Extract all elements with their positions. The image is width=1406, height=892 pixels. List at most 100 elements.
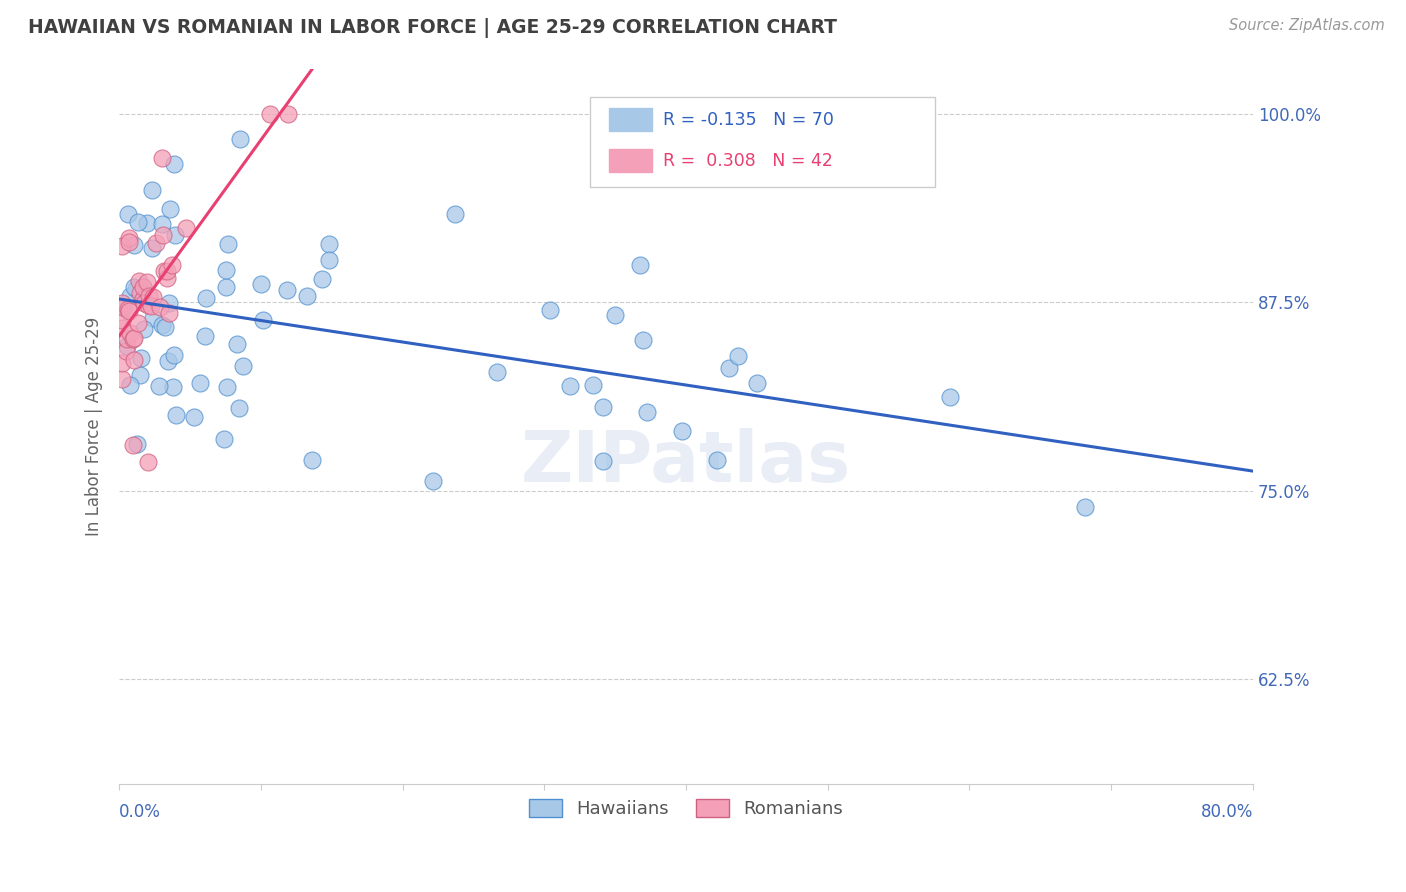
Point: [318, 252, 340, 267]
Point: [249, 277, 271, 292]
Point: [592, 400, 614, 414]
Point: [138, 289, 160, 303]
Point: [120, 289, 142, 303]
Point: [129, 368, 152, 383]
Point: [160, 258, 183, 272]
Point: [139, 299, 162, 313]
Point: [538, 302, 561, 317]
Point: [718, 360, 741, 375]
Text: 0.0%: 0.0%: [120, 803, 162, 821]
Point: [157, 354, 180, 368]
Point: [163, 157, 186, 171]
Point: [117, 338, 139, 352]
Point: [132, 280, 155, 294]
Point: [112, 300, 135, 314]
Text: Source: ZipAtlas.com: Source: ZipAtlas.com: [1229, 18, 1385, 33]
Point: [142, 311, 165, 326]
Text: 80.0%: 80.0%: [1201, 803, 1253, 821]
Point: [628, 258, 651, 272]
Point: [276, 284, 298, 298]
Point: [111, 356, 134, 370]
Point: [163, 348, 186, 362]
Point: [136, 455, 159, 469]
Point: [252, 313, 274, 327]
Point: [132, 292, 155, 306]
Point: [127, 215, 149, 229]
Point: [163, 228, 186, 243]
Point: [118, 303, 141, 318]
Point: [727, 349, 749, 363]
Point: [217, 236, 239, 251]
Point: [747, 376, 769, 390]
Point: [115, 332, 138, 346]
Point: [111, 321, 134, 335]
Point: [142, 290, 165, 304]
Point: [150, 217, 173, 231]
Point: [136, 298, 159, 312]
Point: [194, 329, 217, 343]
Point: [156, 271, 179, 285]
Point: [225, 336, 247, 351]
Point: [558, 379, 581, 393]
Point: [318, 237, 340, 252]
Point: [117, 207, 139, 221]
Point: [444, 207, 467, 221]
Point: [605, 308, 627, 322]
Point: [153, 320, 176, 334]
Point: [128, 274, 150, 288]
Point: [295, 289, 318, 303]
Point: [232, 359, 254, 373]
Point: [157, 295, 180, 310]
Point: [228, 401, 250, 415]
Point: [633, 334, 655, 348]
Point: [215, 262, 238, 277]
Y-axis label: In Labor Force | Age 25-29: In Labor Force | Age 25-29: [86, 317, 103, 536]
Point: [195, 291, 218, 305]
Point: [939, 390, 962, 404]
Point: [129, 351, 152, 365]
Point: [152, 227, 174, 242]
Point: [127, 437, 149, 451]
Point: [120, 378, 142, 392]
Point: [127, 316, 149, 330]
Point: [136, 275, 159, 289]
Point: [111, 300, 134, 314]
Point: [159, 202, 181, 216]
Text: R = -0.135   N = 70: R = -0.135 N = 70: [664, 111, 834, 128]
Point: [131, 280, 153, 294]
Point: [150, 151, 173, 165]
Point: [122, 331, 145, 345]
Point: [301, 453, 323, 467]
Point: [592, 454, 614, 468]
Point: [277, 107, 299, 121]
Point: [259, 107, 281, 121]
Point: [162, 380, 184, 394]
Point: [111, 239, 134, 253]
Point: [215, 380, 238, 394]
Point: [118, 231, 141, 245]
Point: [132, 321, 155, 335]
Point: [122, 437, 145, 451]
Point: [117, 302, 139, 317]
Point: [212, 432, 235, 446]
Point: [141, 183, 163, 197]
Point: [153, 264, 176, 278]
Point: [118, 235, 141, 249]
Point: [149, 300, 172, 314]
Point: [122, 280, 145, 294]
Point: [706, 452, 728, 467]
Point: [122, 353, 145, 368]
Point: [122, 238, 145, 252]
Point: [215, 280, 238, 294]
Point: [174, 221, 197, 235]
Point: [128, 285, 150, 300]
Point: [183, 410, 205, 425]
Point: [156, 264, 179, 278]
Point: [115, 344, 138, 359]
Point: [422, 474, 444, 488]
FancyBboxPatch shape: [609, 108, 652, 131]
Point: [111, 372, 134, 386]
Point: [148, 378, 170, 392]
Point: [141, 241, 163, 255]
Point: [136, 216, 159, 230]
